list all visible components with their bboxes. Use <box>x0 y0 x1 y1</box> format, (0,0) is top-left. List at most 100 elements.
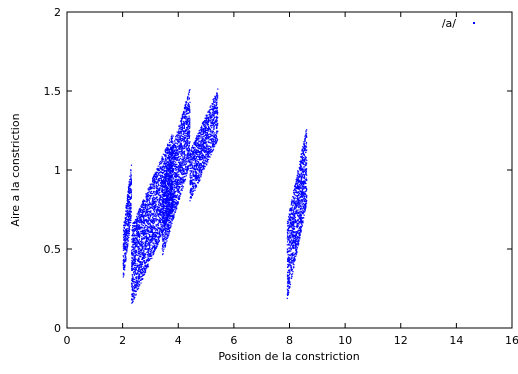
data-point <box>163 183 165 185</box>
data-point <box>151 206 153 209</box>
data-point <box>188 161 190 163</box>
data-point <box>186 135 188 137</box>
data-point <box>138 225 140 228</box>
data-point <box>146 259 148 262</box>
data-point <box>185 122 188 125</box>
data-point <box>122 242 125 244</box>
data-point <box>169 151 171 153</box>
data-point <box>130 169 132 171</box>
data-point <box>131 269 133 271</box>
data-point <box>159 233 161 235</box>
data-point <box>168 210 170 212</box>
data-point <box>189 181 191 183</box>
data-point <box>187 112 189 115</box>
data-point <box>179 161 181 163</box>
data-point <box>140 220 143 222</box>
data-point <box>164 173 166 175</box>
data-point <box>172 171 174 174</box>
data-point <box>137 278 139 280</box>
data-point <box>141 258 143 260</box>
data-point <box>164 231 167 233</box>
x-tick-label: 6 <box>230 334 237 347</box>
data-point <box>132 235 134 237</box>
data-point <box>145 229 148 231</box>
data-point <box>182 172 184 174</box>
data-point <box>164 177 166 179</box>
data-point <box>129 187 131 190</box>
data-point <box>124 264 126 266</box>
data-point <box>183 175 186 178</box>
data-point <box>123 248 126 250</box>
data-point <box>161 184 164 186</box>
data-point <box>129 211 131 213</box>
data-point <box>128 198 130 201</box>
data-point <box>148 258 151 260</box>
data-point <box>153 207 155 209</box>
data-point <box>123 230 125 233</box>
data-point <box>138 260 140 262</box>
data-point <box>181 164 183 166</box>
data-point <box>164 224 166 227</box>
data-point <box>153 177 156 179</box>
data-point <box>147 256 149 258</box>
data-point <box>179 132 181 134</box>
data-point <box>127 240 129 242</box>
data-point <box>158 207 161 209</box>
data-point <box>188 120 190 122</box>
data-point <box>178 166 180 168</box>
data-point <box>157 182 159 184</box>
data-point <box>124 259 127 261</box>
data-point <box>161 193 163 196</box>
data-point <box>159 211 162 214</box>
data-point <box>172 157 174 159</box>
data-point <box>136 235 138 237</box>
data-point <box>188 127 191 130</box>
data-point <box>127 243 129 245</box>
data-point <box>139 243 141 246</box>
data-point <box>211 134 213 136</box>
data-point <box>188 125 191 128</box>
data-point <box>155 220 157 222</box>
data-point <box>214 97 217 100</box>
data-point <box>147 254 149 256</box>
data-point <box>132 292 134 294</box>
data-point <box>148 242 150 244</box>
data-point <box>162 213 164 215</box>
data-point <box>128 232 130 235</box>
data-point <box>130 204 132 207</box>
data-point <box>156 174 158 176</box>
data-point <box>136 213 138 215</box>
data-point <box>156 243 158 245</box>
data-point <box>154 181 156 183</box>
data-point <box>162 153 164 155</box>
data-point <box>142 212 144 214</box>
data-point <box>133 262 135 264</box>
data-point <box>170 137 172 139</box>
data-point <box>149 195 152 198</box>
data-point <box>187 126 190 128</box>
data-point <box>155 247 157 249</box>
data-point <box>139 269 142 271</box>
data-point <box>156 240 158 242</box>
data-point <box>216 110 218 112</box>
data-point <box>161 181 163 183</box>
data-point <box>125 245 127 247</box>
data-point <box>143 238 145 240</box>
data-point <box>187 126 189 128</box>
data-point <box>165 207 168 210</box>
data-point <box>161 216 163 218</box>
data-point <box>139 220 141 223</box>
data-point <box>152 215 154 217</box>
data-point <box>167 226 169 228</box>
data-point <box>137 211 140 213</box>
data-point <box>151 225 153 227</box>
data-point <box>155 178 158 180</box>
data-point <box>186 165 189 167</box>
data-point <box>131 286 133 288</box>
data-point <box>155 197 157 199</box>
data-point <box>152 233 154 235</box>
data-point <box>158 162 161 164</box>
data-point <box>152 178 154 180</box>
data-point <box>155 235 157 237</box>
data-point <box>177 156 180 158</box>
